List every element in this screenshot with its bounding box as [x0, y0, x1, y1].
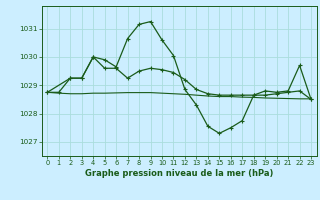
X-axis label: Graphe pression niveau de la mer (hPa): Graphe pression niveau de la mer (hPa)	[85, 169, 273, 178]
